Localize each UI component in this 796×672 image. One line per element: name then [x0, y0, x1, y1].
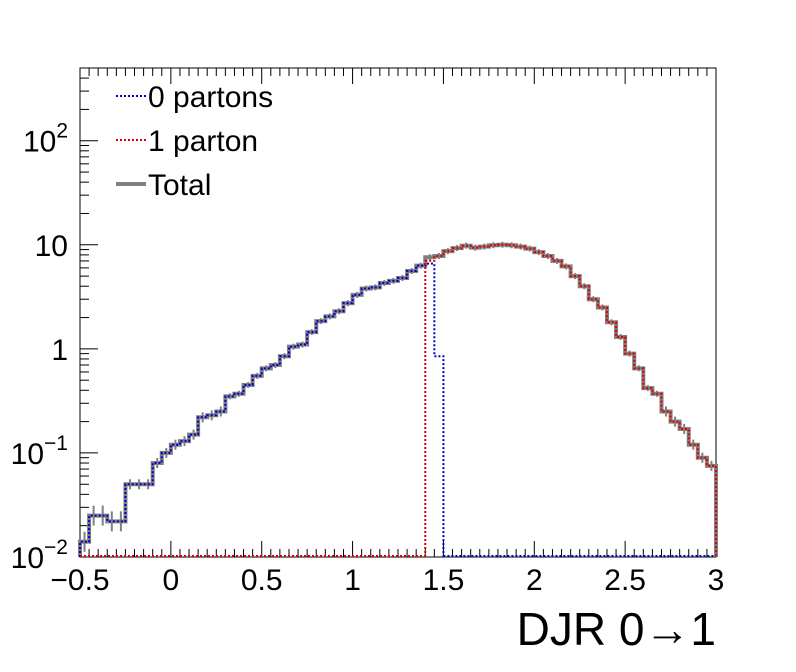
x-axis-title: DJR 0→1 — [517, 603, 716, 655]
y-tick-label: 1 — [51, 334, 68, 367]
legend-label: 1 parton — [148, 125, 258, 158]
y-tick-exponent: 2 — [56, 120, 68, 143]
y-tick-label: 10−2 — [11, 536, 68, 575]
legend-label: Total — [148, 169, 211, 202]
series-0-partons-line — [79, 262, 445, 557]
y-axis-ticks: 10−2 10−1 1 10 102 — [11, 67, 98, 575]
series-1-parton-line — [424, 243, 717, 557]
series-layer — [78, 241, 718, 557]
legend-label: 0 partons — [148, 81, 273, 114]
x-tick-label: 0 — [163, 564, 180, 597]
x-tick-label: 0.5 — [241, 564, 283, 597]
y-tick-label: 10−1 — [11, 432, 68, 471]
legend: 0 partons 1 parton Total — [116, 81, 273, 202]
y-tick-exponent: −2 — [44, 536, 68, 559]
y-tick-exponent: −1 — [44, 432, 68, 455]
x-axis-ticks: −0.5 0 0.5 1 1.5 2 2.5 3 — [50, 68, 724, 597]
x-tick-label: 2 — [526, 564, 543, 597]
x-tick-label: −0.5 — [50, 564, 109, 597]
y-tick-label: 10 — [35, 230, 68, 263]
x-tick-label: 3 — [708, 564, 725, 597]
x-tick-label: 1.5 — [423, 564, 465, 597]
x-tick-label: 2.5 — [604, 564, 646, 597]
y-tick-label: 102 — [23, 120, 68, 159]
x-tick-label: 1 — [344, 564, 361, 597]
